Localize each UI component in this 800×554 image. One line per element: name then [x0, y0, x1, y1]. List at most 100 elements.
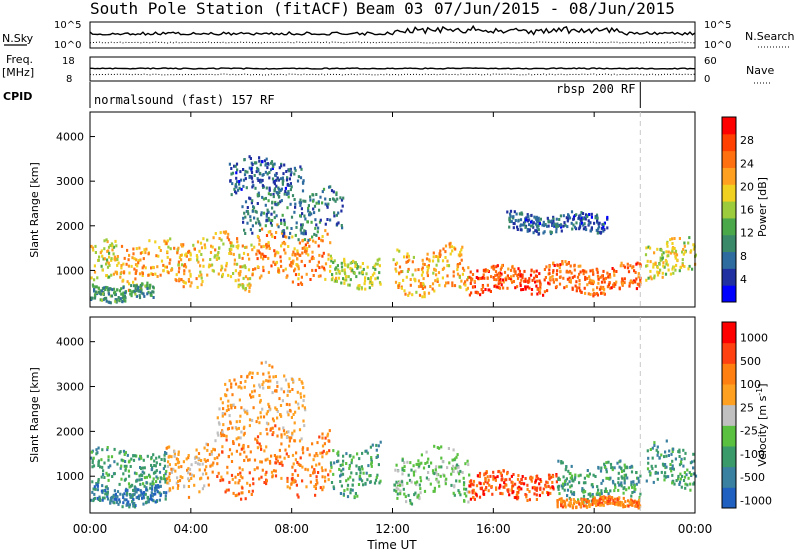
heatmap-cell — [671, 247, 674, 251]
heatmap-cell — [506, 210, 509, 214]
heatmap-cell — [230, 167, 233, 170]
heatmap-cell — [579, 289, 582, 293]
heatmap-cell — [119, 297, 122, 301]
heatmap-cell — [602, 222, 605, 226]
heatmap-cell — [268, 186, 271, 190]
heatmap-cell — [262, 185, 265, 189]
heatmap-cell — [516, 228, 519, 231]
heatmap-cell — [683, 265, 686, 268]
heatmap-cell — [603, 221, 606, 225]
heatmap-cell — [104, 288, 107, 291]
heatmap-cell — [434, 468, 437, 472]
heatmap-cell — [242, 276, 245, 280]
y-tick-label: 4000 — [56, 131, 84, 144]
heatmap-cell — [177, 484, 180, 488]
heatmap-cell — [182, 460, 185, 464]
heatmap-cell — [613, 466, 616, 470]
heatmap-cell — [563, 480, 567, 484]
heatmap-cell — [379, 440, 382, 444]
heatmap-cell — [611, 468, 614, 472]
heatmap-cell — [447, 264, 451, 268]
heatmap-cell — [456, 470, 460, 474]
cpid-segment-2: rbsp 200 RF — [556, 82, 635, 96]
heatmap-cell — [242, 433, 245, 437]
heatmap-cell — [187, 467, 190, 471]
heatmap-cell — [303, 245, 306, 249]
heatmap-cell — [628, 281, 631, 285]
heatmap-cell — [428, 258, 431, 262]
heatmap-cell — [105, 471, 108, 475]
nave-label: Nave — [746, 64, 774, 77]
heatmap-cell — [526, 213, 529, 217]
heatmap-cell — [656, 445, 659, 449]
heatmap-cell — [552, 270, 555, 274]
heatmap-cell — [617, 471, 620, 475]
heatmap-cell — [252, 268, 255, 272]
heatmap-cell — [195, 448, 198, 452]
heatmap-cell — [456, 265, 459, 268]
power-ylabel: Slant Range [km] — [28, 162, 41, 258]
heatmap-cell — [596, 270, 599, 274]
heatmap-cell — [667, 454, 670, 457]
heatmap-cell — [546, 216, 549, 220]
heatmap-cell — [305, 251, 308, 255]
heatmap-cell — [107, 473, 111, 477]
heatmap-cell — [592, 288, 595, 292]
heatmap-cell — [588, 275, 591, 279]
heatmap-cell — [639, 474, 642, 478]
heatmap-cell — [116, 490, 120, 494]
colorbar-swatch — [722, 234, 736, 253]
heatmap-cell — [662, 261, 665, 265]
heatmap-cell — [378, 257, 381, 261]
heatmap-cell — [437, 480, 440, 484]
heatmap-cell — [219, 397, 222, 401]
heatmap-cell — [489, 290, 492, 293]
heatmap-cell — [327, 253, 330, 257]
heatmap-cell — [409, 461, 412, 465]
heatmap-cell — [530, 213, 533, 217]
heatmap-cell — [256, 177, 259, 181]
heatmap-cell — [139, 454, 142, 458]
heatmap-cell — [669, 272, 672, 276]
heatmap-cell — [376, 455, 379, 459]
nave-tick-top: 60 — [704, 56, 717, 67]
heatmap-cell — [539, 487, 542, 491]
heatmap-cell — [587, 219, 590, 223]
heatmap-cell — [272, 180, 275, 184]
heatmap-cell — [329, 461, 333, 465]
heatmap-cell — [273, 182, 276, 186]
heatmap-cell — [93, 492, 96, 496]
heatmap-cell — [609, 501, 612, 505]
heatmap-cell — [438, 255, 441, 258]
heatmap-cell — [246, 277, 250, 281]
heatmap-cell — [206, 273, 209, 277]
x-tick-label: 00:00 — [678, 522, 713, 536]
heatmap-cell — [439, 253, 442, 257]
heatmap-cell — [294, 458, 297, 462]
heatmap-cell — [124, 460, 127, 463]
heatmap-cell — [231, 182, 234, 186]
heatmap-cell — [288, 439, 291, 443]
heatmap-cell — [329, 265, 332, 268]
heatmap-cell — [213, 255, 216, 259]
colorbar-tick-label: 16 — [740, 204, 754, 217]
heatmap-cell — [600, 503, 603, 507]
heatmap-cell — [505, 278, 508, 282]
heatmap-cell — [357, 287, 360, 291]
heatmap-cell — [198, 274, 201, 278]
heatmap-cell — [143, 476, 146, 480]
heatmap-cell — [499, 277, 502, 281]
heatmap-cell — [330, 463, 333, 467]
heatmap-cell — [294, 469, 297, 473]
heatmap-cell — [524, 477, 527, 480]
heatmap-cell — [112, 493, 115, 497]
heatmap-cell — [638, 498, 641, 502]
heatmap-cell — [317, 471, 320, 474]
heatmap-cell — [652, 262, 655, 266]
heatmap-cell — [338, 271, 341, 275]
heatmap-cell — [232, 403, 235, 407]
heatmap-cell — [420, 273, 424, 277]
heatmap-cell — [300, 259, 303, 263]
heatmap-cell — [335, 276, 338, 280]
